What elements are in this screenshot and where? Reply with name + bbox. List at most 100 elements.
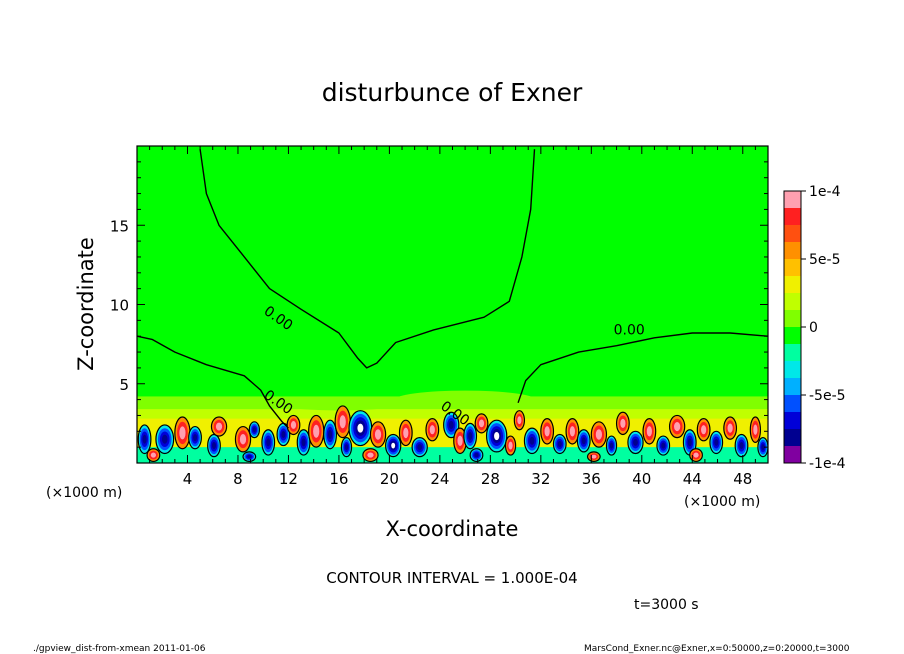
cell-ring: [301, 438, 306, 447]
negative-cell: [137, 424, 152, 455]
time-label: t=3000 s: [634, 597, 699, 613]
cell-contour: [709, 430, 724, 455]
colorbar-swatch: [784, 276, 801, 294]
cell-contour: [485, 419, 508, 453]
positive-cell: [174, 416, 191, 450]
colorbar-swatch: [784, 412, 801, 430]
cell-ring: [417, 444, 423, 451]
band-bulge: [395, 390, 536, 409]
cell-ring: [344, 444, 349, 451]
cell-ring: [391, 442, 396, 449]
cell-ring: [693, 452, 699, 458]
cell-ring: [581, 437, 586, 445]
chart-title: disturbunce of Exner: [322, 78, 583, 107]
colorbar-tick-label: -5e-5: [809, 388, 846, 404]
cell-contour: [696, 418, 711, 442]
contour-interval: CONTOUR INTERVAL = 1.000E-04: [326, 569, 577, 587]
colorbar: 1e-4 5e-5 0 -5e-5 -1e-4: [783, 184, 846, 472]
cell-ring: [557, 440, 562, 448]
negative-cell: [276, 422, 291, 447]
negative-cell: [188, 425, 202, 450]
negative-cell: [155, 424, 175, 455]
cell-ring: [646, 426, 652, 437]
cell-contour: [385, 433, 402, 458]
cell-contour: [323, 419, 337, 450]
x-tick-label: 12: [279, 470, 298, 488]
cell-ring: [753, 424, 758, 435]
cell-contour: [188, 425, 202, 450]
cell-contour: [723, 416, 738, 440]
cell-ring: [595, 429, 603, 440]
negative-cell: [523, 427, 541, 455]
cell-ring: [494, 431, 500, 441]
cell-contour: [689, 448, 703, 463]
positive-cell: [210, 416, 228, 437]
perturbation-cells: [137, 405, 768, 463]
positive-cell: [453, 427, 467, 455]
cell-contour: [137, 424, 152, 455]
negative-cell: [709, 430, 724, 455]
negative-cell: [443, 411, 460, 439]
cell-contour: [565, 418, 580, 445]
positive-cell: [689, 448, 703, 463]
positive-cell: [615, 411, 630, 436]
cell-contour: [242, 451, 257, 463]
x-unit-right: (×1000 m): [684, 494, 760, 510]
colorbar-swatch: [784, 429, 801, 447]
cell-ring: [374, 429, 382, 440]
negative-cell: [682, 429, 697, 456]
negative-cell: [469, 448, 484, 463]
cell-contour: [469, 448, 484, 463]
cell-contour: [362, 448, 379, 463]
cell-ring: [215, 422, 223, 431]
cell-contour: [576, 429, 591, 453]
cell-ring: [508, 441, 513, 450]
cell-ring: [529, 436, 535, 445]
cell-contour: [425, 418, 440, 442]
colorbar-swatch: [784, 395, 801, 413]
negative-cell: [296, 429, 311, 456]
cell-ring: [150, 452, 157, 458]
cell-contour: [627, 430, 644, 455]
negative-cell: [340, 437, 353, 458]
cell-contour: [668, 414, 686, 439]
cell-contour: [463, 422, 478, 450]
colorbar-swatch: [784, 208, 801, 226]
cell-contour: [513, 410, 526, 431]
cell-ring: [468, 432, 473, 441]
positive-cell: [586, 451, 601, 463]
positive-cell: [286, 414, 301, 436]
x-tick-label: 28: [481, 470, 500, 488]
positive-cell: [362, 448, 379, 463]
positive-cell: [146, 448, 161, 463]
cell-ring: [714, 438, 719, 446]
x-tick-label: 48: [733, 470, 752, 488]
colorbar-swatch: [784, 378, 801, 396]
cell-contour: [474, 413, 489, 434]
cell-contour: [504, 435, 517, 456]
colorbar-swatch: [784, 293, 801, 311]
positive-cell: [668, 414, 686, 439]
cell-ring: [569, 426, 575, 437]
cell-ring: [544, 426, 550, 437]
colorbar-tick-label: 1e-4: [809, 184, 841, 200]
positive-cell: [513, 410, 526, 431]
x-tick-label: 20: [380, 470, 399, 488]
y-tick-label: 15: [110, 217, 129, 235]
negative-cell: [261, 429, 276, 456]
cell-contour: [749, 416, 762, 443]
cell-contour: [261, 429, 276, 456]
negative-cell: [411, 437, 428, 458]
cell-ring: [252, 427, 256, 433]
cell-contour: [656, 435, 671, 456]
cell-ring: [701, 425, 707, 435]
cell-contour: [590, 421, 608, 448]
cell-ring: [211, 442, 216, 450]
negative-cell: [734, 433, 749, 458]
colorbar-tick-label: 5e-5: [809, 252, 840, 268]
cell-ring: [620, 418, 626, 428]
cell-ring: [367, 452, 374, 458]
negative-cell: [656, 435, 671, 456]
